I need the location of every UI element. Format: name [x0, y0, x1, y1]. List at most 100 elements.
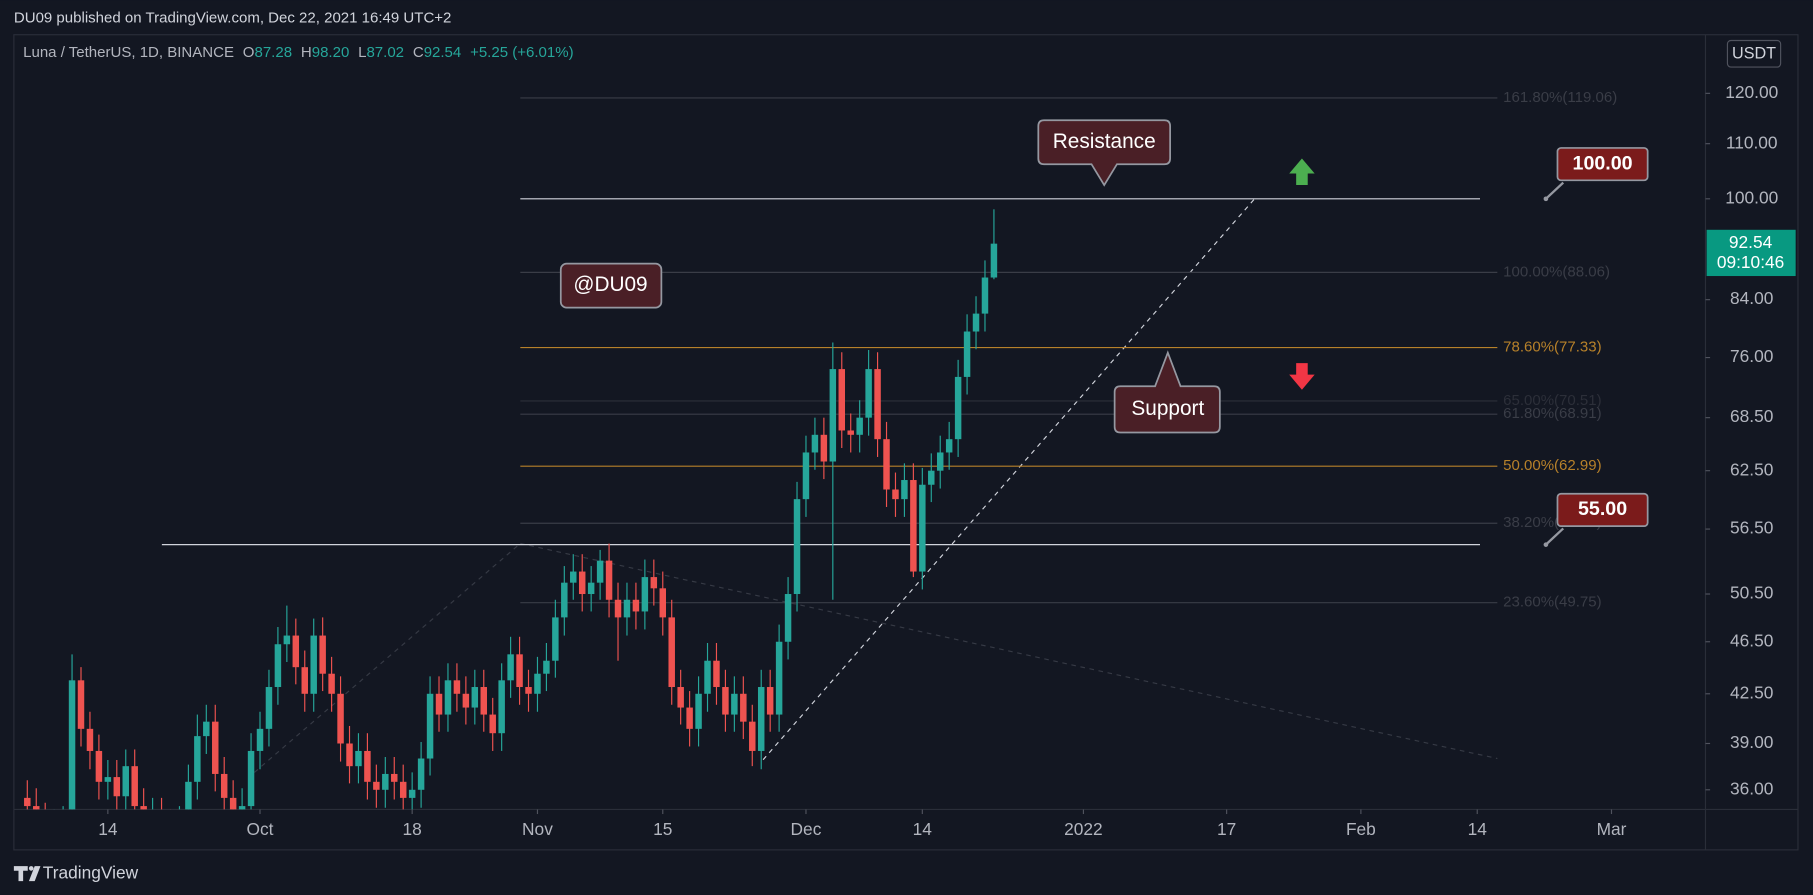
legend-value: 92.54	[424, 44, 462, 61]
candle-body	[757, 687, 765, 751]
candle-body	[784, 594, 792, 642]
candle-body	[605, 560, 613, 600]
candle-body	[722, 687, 729, 715]
legend: Luna / TetherUS, 1D, BINANCE O87.28 H98.…	[23, 44, 573, 61]
callout-text: Resistance	[1053, 130, 1156, 153]
candle-body	[337, 693, 344, 744]
candle-body	[382, 773, 389, 790]
legend-key: C	[413, 44, 424, 61]
x-tick-label: 18	[403, 819, 422, 839]
candle-body	[847, 430, 854, 435]
level-pointer	[1545, 181, 1565, 200]
candle-body	[391, 773, 398, 782]
candle-body	[972, 313, 980, 332]
x-tick-label: Oct	[247, 819, 274, 839]
fib-label: 161.80%(119.06)	[1503, 89, 1617, 106]
candle-body	[507, 654, 514, 681]
level-tag-label: 100.00	[1573, 152, 1633, 174]
candle-body	[212, 721, 219, 774]
candle-body	[587, 582, 595, 595]
candle-body	[686, 707, 693, 729]
support-trend-line	[762, 198, 1255, 761]
candle-body	[632, 599, 640, 612]
legend-key: L	[358, 44, 366, 61]
brand-logo-dot	[28, 866, 34, 871]
y-tick-label: 62.50	[1730, 459, 1773, 479]
candle-body	[24, 797, 31, 807]
candle-body	[811, 434, 819, 453]
candle-body	[614, 599, 622, 618]
candle-body	[775, 641, 783, 715]
candle-body	[68, 680, 76, 810]
candle-body	[534, 673, 541, 694]
y-tick-label: 46.50	[1730, 630, 1773, 650]
price-tag	[1706, 229, 1796, 277]
candle-body	[408, 789, 416, 798]
x-tick-label: 14	[913, 819, 933, 839]
legend-value: 98.20	[312, 44, 350, 61]
level-tag-label: 55.00	[1578, 498, 1627, 520]
candle-body	[659, 588, 667, 618]
x-tick-label: Dec	[791, 819, 822, 839]
candle-body	[220, 773, 228, 798]
up-arrow	[1289, 158, 1315, 186]
legend-symbol: Luna / TetherUS, 1D, BINANCE	[23, 44, 234, 61]
brand: TradingView	[13, 863, 139, 883]
candle-body	[731, 693, 738, 715]
fib-label: 100.00%(88.06)	[1503, 263, 1610, 280]
level-tag	[1556, 147, 1649, 182]
candle-body	[140, 806, 147, 810]
callout-text: @DU09	[573, 273, 647, 296]
candle-body	[444, 680, 452, 715]
candle-body	[990, 243, 998, 278]
y-tick-label: 39.00	[1730, 732, 1773, 752]
candle-body	[516, 654, 523, 688]
candle-body	[113, 777, 121, 797]
candle-body	[641, 577, 649, 612]
candle-body	[373, 781, 380, 790]
candle-body	[203, 721, 210, 737]
y-tick-label: 56.50	[1730, 518, 1773, 538]
candle-body	[95, 750, 103, 782]
candle-body	[471, 687, 479, 708]
candle-body	[677, 687, 684, 708]
candle-body	[292, 635, 300, 668]
level-dot	[1543, 196, 1549, 202]
candle-body	[570, 571, 577, 583]
legend-key: H	[301, 44, 312, 61]
level-dot	[1543, 542, 1549, 547]
candle-body	[695, 693, 702, 729]
y-tick-label: 100.00	[1725, 187, 1778, 207]
candle-body	[704, 660, 711, 694]
candle-body	[104, 777, 112, 782]
price-tag-label: 92.54	[1729, 232, 1773, 252]
candle-body	[623, 599, 631, 618]
legend-value: 87.28	[254, 44, 292, 61]
candle-body	[435, 693, 443, 715]
candle-body	[462, 693, 470, 708]
x-tick-label: Nov	[522, 819, 553, 839]
y-tick-label: 120.00	[1725, 82, 1778, 102]
candle-body	[33, 806, 40, 810]
candle-body	[256, 728, 264, 751]
candle-body	[945, 439, 953, 453]
candle-body	[892, 489, 899, 500]
candle-body	[928, 470, 935, 485]
price-tag-countdown: 09:10:46	[1717, 252, 1784, 272]
candle-body	[238, 806, 246, 810]
y-tick-label: 36.00	[1730, 778, 1773, 798]
legend-value: 87.02	[366, 44, 404, 61]
candle-body	[856, 417, 863, 435]
currency-box	[1726, 39, 1782, 68]
candle-body	[122, 766, 129, 797]
panel-border	[13, 34, 1799, 851]
fib-label: 65.00%(70.51)	[1503, 392, 1602, 409]
callout-text: Support	[1131, 397, 1204, 420]
trend-line	[520, 542, 1498, 760]
candle-body	[793, 499, 801, 595]
fib-label: 61.80%(68.91)	[1503, 405, 1602, 422]
trend-line	[253, 543, 521, 773]
x-tick-label: 14	[98, 819, 118, 839]
y-tick-label: 110.00	[1726, 132, 1778, 152]
